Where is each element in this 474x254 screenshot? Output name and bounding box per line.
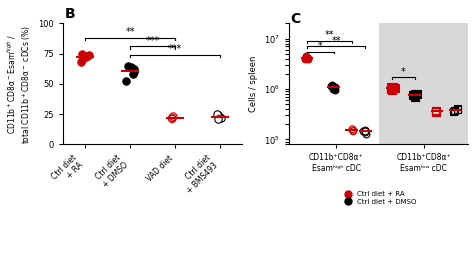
Point (328, 83, 336, 87)
Point (349, 129, 357, 133)
Point (216, 116, 223, 120)
Point (302, 54, 310, 58)
Point (129, 72, 137, 76)
Point (301, 57, 309, 61)
Point (79, 52, 86, 56)
Point (214, 117, 222, 121)
Text: **: ** (126, 27, 135, 37)
Point (327, 84, 335, 88)
Point (349, 129, 357, 133)
Point (217, 116, 225, 120)
Point (82, 55, 90, 59)
Text: *: * (401, 67, 406, 76)
Point (122, 80, 130, 84)
Text: **: ** (325, 30, 334, 40)
Point (361, 129, 369, 133)
Point (451, 108, 458, 112)
Point (86, 53, 93, 57)
Point (413, 92, 420, 97)
Point (390, 85, 397, 89)
Point (128, 65, 135, 69)
Point (128, 66, 136, 70)
Point (454, 107, 462, 111)
Y-axis label: CD11b$^+$CD8α$^-$Esam$^{high}$ /
total CD11b$^+$CD8α$^-$ cDCs (%): CD11b$^+$CD8α$^-$Esam$^{high}$ / total C… (6, 24, 33, 144)
Text: ***: *** (146, 36, 160, 46)
Point (450, 109, 457, 114)
Point (304, 57, 312, 61)
Y-axis label: Cells / spleen: Cells / spleen (249, 56, 258, 112)
Point (411, 95, 419, 99)
Point (303, 56, 311, 60)
Text: C: C (290, 12, 301, 26)
Point (349, 127, 356, 131)
Point (432, 109, 440, 113)
Point (81, 55, 88, 59)
Point (432, 110, 440, 114)
Point (331, 88, 339, 92)
Point (168, 116, 176, 120)
Point (213, 112, 220, 116)
Point (131, 70, 138, 74)
Point (388, 87, 395, 91)
Legend: Ctrl diet + RA, Ctrl diet + DMSO: Ctrl diet + RA, Ctrl diet + DMSO (338, 188, 419, 207)
Point (409, 93, 416, 97)
Point (83, 54, 91, 58)
Point (214, 113, 222, 117)
Point (359, 129, 366, 133)
Text: **: ** (331, 36, 341, 45)
Point (304, 56, 312, 60)
Point (411, 94, 419, 98)
Point (361, 128, 369, 132)
Point (329, 87, 337, 91)
Point (130, 67, 137, 71)
Point (78, 60, 85, 64)
Point (392, 86, 399, 90)
Text: B: B (65, 7, 76, 21)
Point (411, 92, 419, 96)
Point (170, 115, 177, 119)
Point (79, 58, 86, 62)
Point (388, 88, 396, 92)
Point (362, 132, 370, 136)
Point (330, 86, 337, 90)
Point (124, 64, 131, 68)
Point (431, 108, 439, 112)
Point (432, 109, 439, 114)
Point (331, 85, 339, 89)
Point (303, 55, 310, 59)
Bar (379, 23, 468, 144)
Point (387, 85, 395, 89)
Point (168, 117, 176, 121)
Point (451, 109, 458, 113)
Text: ***: *** (168, 44, 182, 54)
Point (454, 108, 461, 112)
Point (361, 130, 369, 134)
Point (217, 115, 224, 119)
Text: *: * (318, 41, 323, 51)
